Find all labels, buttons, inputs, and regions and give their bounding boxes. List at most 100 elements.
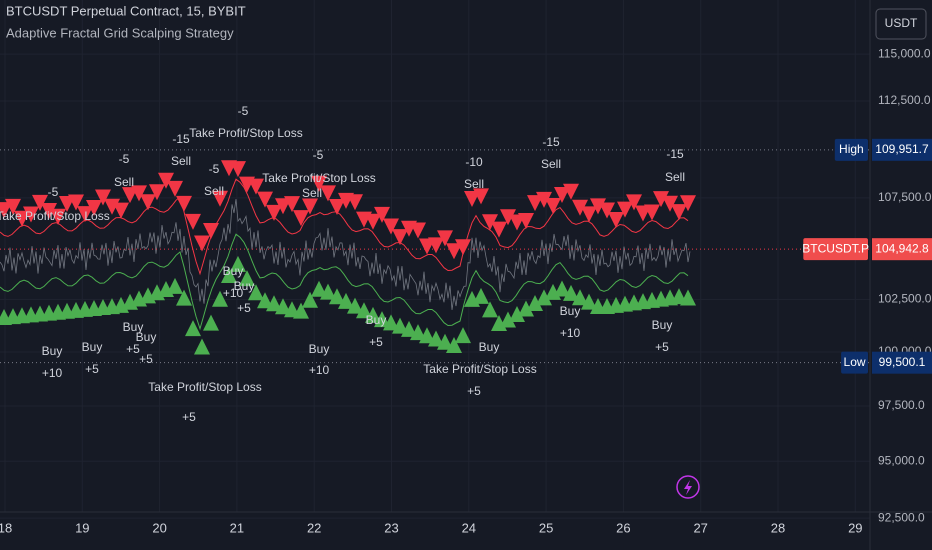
badge-name-box bbox=[834, 138, 868, 161]
buy-triangle bbox=[347, 297, 363, 314]
sell-triangle bbox=[176, 195, 192, 212]
sell-triangle bbox=[473, 188, 489, 205]
sell-triangle bbox=[203, 222, 219, 239]
buy-triangle bbox=[455, 327, 471, 344]
buy-triangle bbox=[572, 289, 588, 306]
buy-triangle bbox=[383, 314, 399, 331]
annotation: -15 bbox=[666, 147, 684, 161]
sell-triangle bbox=[383, 218, 399, 235]
buy-triangle bbox=[401, 320, 417, 337]
sell-triangle bbox=[320, 185, 336, 202]
price-tick-label: 112,500.0 bbox=[878, 93, 931, 107]
annotation: +5 bbox=[85, 362, 99, 376]
annotation: Sell bbox=[171, 154, 191, 168]
sell-triangle bbox=[671, 204, 687, 221]
currency-label[interactable]: USDT bbox=[885, 16, 918, 30]
time-label: 19 bbox=[75, 520, 89, 535]
time-label: 20 bbox=[152, 520, 166, 535]
lower-band bbox=[0, 233, 689, 331]
buy-triangle bbox=[266, 295, 282, 312]
sell-triangle bbox=[482, 214, 498, 231]
sell-triangle bbox=[374, 206, 390, 223]
badge-name-box bbox=[841, 351, 868, 374]
annotation: -5 bbox=[119, 152, 130, 166]
annotation: Buy bbox=[82, 340, 103, 354]
badge-value: 109,951.7 bbox=[875, 142, 929, 156]
annotation: Sell bbox=[541, 157, 561, 171]
sell-triangle bbox=[212, 190, 228, 207]
sell-triangle bbox=[86, 199, 102, 216]
badge-name: Low bbox=[844, 355, 866, 369]
annotation: -5 bbox=[238, 104, 249, 118]
sell-triangle bbox=[275, 198, 291, 215]
annotation: +5 bbox=[182, 410, 196, 424]
buy-triangle bbox=[257, 292, 273, 309]
annotation: Sell bbox=[302, 186, 322, 200]
time-label: 27 bbox=[693, 520, 707, 535]
buy-triangle bbox=[527, 294, 543, 311]
annotation: Sell bbox=[665, 170, 685, 184]
annotation: +5 bbox=[126, 342, 140, 356]
annotation: +10 bbox=[560, 326, 581, 340]
annotation: Buy bbox=[652, 318, 673, 332]
annotation: Take Profit/Stop Loss bbox=[0, 209, 110, 223]
sell-triangle bbox=[95, 189, 111, 206]
annotation: +5 bbox=[467, 384, 481, 398]
price-tick-label: 97,500.0 bbox=[878, 398, 925, 412]
sell-triangle bbox=[536, 191, 552, 208]
buy-triangle bbox=[320, 283, 336, 300]
sell-triangle bbox=[608, 211, 624, 228]
annotation: Sell bbox=[204, 184, 224, 198]
annotation: Buy bbox=[123, 320, 144, 334]
time-label: 18 bbox=[0, 520, 12, 535]
buy-triangle bbox=[230, 255, 246, 272]
sell-triangle bbox=[392, 229, 408, 246]
sell-triangle bbox=[563, 183, 579, 200]
buy-triangle bbox=[509, 306, 525, 323]
lightning-bolt bbox=[684, 480, 692, 495]
buy-triangle bbox=[293, 302, 309, 319]
time-label: 23 bbox=[384, 520, 398, 535]
buy-triangle bbox=[185, 320, 201, 337]
sell-triangle bbox=[500, 209, 516, 226]
buy-triangle bbox=[203, 314, 219, 331]
sell-triangle bbox=[41, 203, 57, 220]
sell-triangle bbox=[185, 213, 201, 230]
buy-triangle bbox=[221, 266, 237, 283]
annotation: +5 bbox=[655, 340, 669, 354]
buy-triangle bbox=[563, 284, 579, 301]
annotation: -15 bbox=[172, 132, 190, 146]
sell-triangle bbox=[23, 206, 39, 223]
currency-button[interactable] bbox=[875, 8, 927, 40]
buy-triangle bbox=[365, 306, 381, 323]
badge-value-box bbox=[872, 238, 932, 261]
badge-name: High bbox=[839, 142, 864, 156]
sell-triangle bbox=[410, 222, 426, 239]
sell-triangle bbox=[545, 197, 561, 214]
buy-triangle bbox=[437, 333, 453, 350]
annotation: +10 bbox=[223, 286, 244, 300]
sell-triangle bbox=[680, 195, 696, 212]
title: BTCUSDT Perpetual Contract, 15, BYBIT bbox=[6, 3, 246, 18]
price-tick-label: 115,000.0 bbox=[878, 46, 931, 60]
sell-triangle bbox=[77, 206, 93, 223]
price-tick-label: 102,500.0 bbox=[878, 292, 932, 306]
annotation: Buy bbox=[560, 304, 581, 318]
annotation: -5 bbox=[48, 185, 59, 199]
annotation: Take Profit/Stop Loss bbox=[148, 380, 261, 394]
annotation: Take Profit/Stop Loss bbox=[262, 171, 375, 185]
annotation: Buy bbox=[42, 344, 63, 358]
price-axis: 115,000.0112,500.0107,500.0102,500.0100,… bbox=[0, 46, 932, 535]
annotation: +5 bbox=[139, 352, 153, 366]
sell-triangle bbox=[131, 185, 147, 202]
sell-triangle bbox=[230, 161, 246, 178]
annotation: -5 bbox=[313, 148, 324, 162]
price-tick-label: 92,500.0 bbox=[878, 510, 925, 524]
buy-triangle bbox=[302, 291, 318, 308]
badge-name: BTCUSDT.P bbox=[802, 241, 869, 255]
sell-triangle bbox=[5, 198, 21, 215]
buy-triangle bbox=[419, 327, 435, 344]
lightning-icon[interactable] bbox=[676, 475, 700, 499]
buy-triangle bbox=[248, 284, 264, 301]
buy-triangle bbox=[392, 317, 408, 334]
